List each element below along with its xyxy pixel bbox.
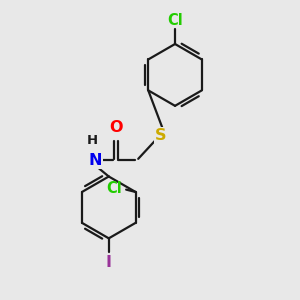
Text: S: S	[154, 128, 166, 143]
Text: H: H	[87, 134, 98, 147]
Text: O: O	[110, 120, 123, 135]
Text: N: N	[89, 153, 102, 168]
Text: Cl: Cl	[167, 13, 183, 28]
Text: I: I	[106, 254, 112, 269]
Text: Cl: Cl	[106, 181, 122, 196]
